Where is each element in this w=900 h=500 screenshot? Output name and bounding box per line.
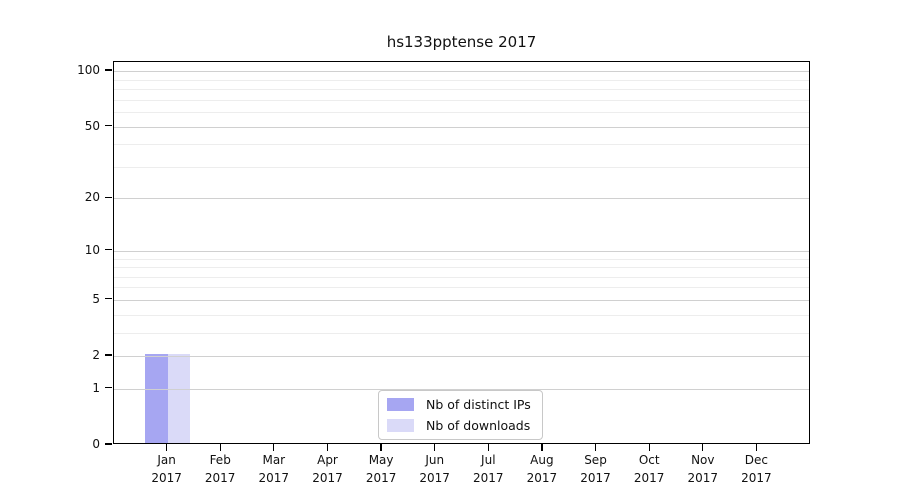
gridline-minor [114,144,809,146]
y-tick [105,443,112,445]
legend-label: Nb of downloads [426,418,531,433]
y-tick-label: 5 [92,291,100,306]
gridline-major [114,388,809,390]
x-tick-label: Aug 2017 [526,453,558,485]
x-tick [648,444,650,451]
x-tick-label: Jul 2017 [473,453,504,485]
gridline-minor [114,287,809,289]
gridline-major [114,356,809,357]
gridline-major [114,250,809,252]
legend-row: Nb of distinct IPs [387,396,531,413]
y-tick-label: 0 [92,437,100,451]
x-tick-label: Feb 2017 [204,453,236,485]
gridline-minor [114,79,809,81]
gridline-minor [114,276,809,278]
gridline-minor [114,258,809,260]
y-tick [105,249,112,251]
y-tick [105,124,112,127]
chart-title: hs133pptense 2017 [386,33,537,51]
gridline-minor [114,267,809,268]
x-tick [434,444,436,451]
x-tick-label: Mar 2017 [258,453,290,485]
y-tick-label: 20 [84,190,100,205]
gridline-minor [114,99,809,101]
gridline-minor [114,332,809,334]
x-tick-label: Dec 2017 [741,453,772,485]
gridline-major [114,198,809,200]
y-tick [105,354,112,356]
gridline-minor [114,314,809,316]
x-tick-label: Jun 2017 [419,453,450,485]
legend-swatch [387,398,414,411]
x-tick-label: Oct 2017 [633,453,665,485]
y-tick-label: 1 [92,380,100,395]
bar-downloads [167,354,191,443]
x-tick-label: Sep 2017 [580,453,611,485]
gridline-major [114,126,809,128]
y-tick [105,298,112,300]
y-tick [105,196,112,198]
x-tick [326,444,329,451]
plot-area [113,61,810,444]
x-tick-label: Apr 2017 [312,453,343,485]
y-tick-label: 50 [84,118,100,133]
x-tick [702,444,704,451]
gridline-minor [114,111,809,113]
x-tick [219,444,221,451]
y-tick [105,69,112,71]
x-tick [273,444,275,451]
x-tick [755,444,758,451]
bar-distinct-ips [145,354,168,443]
y-tick-label: 10 [84,242,100,257]
x-tick-label: Nov 2017 [687,453,719,485]
legend-row: Nb of downloads [387,417,531,434]
legend: Nb of distinct IPs Nb of downloads [378,390,543,440]
gridline-major [114,71,809,73]
legend-swatch [387,419,414,432]
x-tick-label: May 2017 [365,453,397,485]
gridline-minor [114,89,809,90]
x-tick [487,444,489,451]
x-tick [541,444,543,451]
x-tick [165,444,168,451]
gridline-minor [114,166,809,168]
gridline-major [114,299,809,301]
x-tick [380,444,382,451]
y-tick [105,387,112,389]
legend-label: Nb of distinct IPs [426,397,531,412]
x-tick-label: Jan 2017 [151,453,182,485]
y-tick-label: 2 [92,348,100,362]
y-tick-label: 100 [77,63,100,78]
x-tick [594,444,597,451]
